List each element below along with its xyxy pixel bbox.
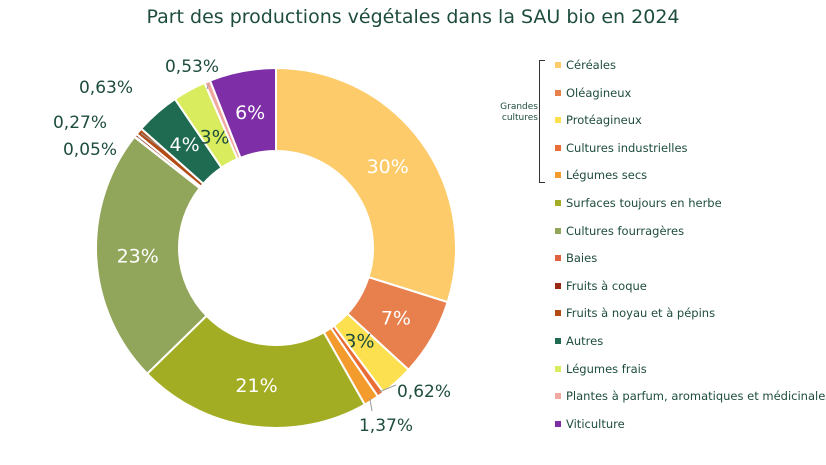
legend-label: Fruits à coque [566, 278, 647, 293]
slice-label-3: 0,62% [397, 382, 451, 402]
slice-label-8: 0,27% [53, 113, 107, 133]
slice-label-0: 30% [367, 156, 409, 178]
slice-5 [145, 314, 367, 429]
legend-label: Protéagineux [566, 113, 642, 128]
legend-label: Oléagineux [566, 85, 632, 100]
legend-swatch [555, 310, 561, 317]
slice-6 [95, 135, 208, 376]
slice-label-13: 6% [235, 102, 265, 124]
legend-label: Surfaces toujours en herbe [566, 196, 722, 210]
legend-label: Baies [566, 251, 598, 266]
legend-swatch [555, 200, 561, 206]
legend-item: Plantes à parfum, aromatiques et médicin… [555, 387, 826, 405]
legend-item: Céréales [555, 56, 616, 74]
slice-label-4: 1,37% [359, 416, 413, 436]
slice-0 [275, 66, 457, 304]
slice-label-7: 0,05% [63, 140, 117, 160]
legend-item: Surfaces toujours en herbe [555, 194, 722, 212]
legend-swatch [555, 227, 561, 234]
slice-label-2: 3% [344, 331, 374, 353]
leader-line-12 [206, 84, 209, 90]
leader-line-4 [369, 398, 373, 412]
legend-swatch [555, 338, 561, 344]
legend-item: Cultures industrielles [555, 139, 688, 157]
slice-label-9: 0,63% [79, 78, 133, 98]
slice-label-10: 4% [169, 134, 199, 156]
legend-swatch [555, 420, 561, 427]
legend-swatch [555, 393, 561, 400]
slice-13 [208, 66, 277, 160]
legend-item: Légumes frais [555, 360, 647, 378]
legend-swatch [555, 255, 561, 262]
legend-item: Oléagineux [555, 84, 631, 102]
legend-group-bracket [539, 60, 545, 183]
leader-line-3 [378, 384, 397, 393]
legend-label: Légumes frais [566, 361, 647, 376]
chart-title: Part des productions végétales dans la S… [146, 6, 680, 28]
slice-label-1: 7% [381, 307, 411, 329]
legend-label: Céréales [566, 58, 616, 72]
legend-item: Légumes secs [555, 166, 647, 184]
legend-swatch [555, 117, 561, 124]
legend-label: Autres [566, 334, 604, 348]
legend-swatch [555, 62, 561, 68]
legend-swatch [555, 144, 561, 151]
legend-label: Légumes secs [566, 168, 648, 183]
slice-label-5: 21% [235, 375, 277, 397]
slice-label-6: 23% [117, 245, 159, 267]
legend-label: Cultures fourragères [566, 223, 685, 238]
legend-item: Viticulture [555, 415, 625, 433]
legend-item: Fruits à coque [555, 277, 647, 295]
legend-swatch [555, 89, 561, 96]
legend-swatch [555, 365, 561, 372]
legend-swatch [555, 172, 561, 179]
slice-label-11: 3% [200, 126, 230, 148]
legend-item: Cultures fourragères [555, 222, 684, 240]
legend-item: Protéagineux [555, 111, 642, 129]
legend-item: Baies [555, 249, 597, 267]
legend-label: Plantes à parfum, aromatiques et médicin… [566, 389, 826, 404]
legend-label: Cultures industrielles [566, 140, 688, 155]
legend-item: Autres [555, 332, 603, 350]
slice-label-12: 0,53% [165, 57, 219, 77]
legend-group-label: Grandes cultures [500, 102, 538, 123]
legend-swatch [555, 282, 561, 289]
legend-item: Fruits à noyau et à pépins [555, 304, 715, 322]
legend-label: Fruits à noyau et à pépins [566, 306, 716, 321]
legend-label: Viticulture [566, 416, 625, 431]
